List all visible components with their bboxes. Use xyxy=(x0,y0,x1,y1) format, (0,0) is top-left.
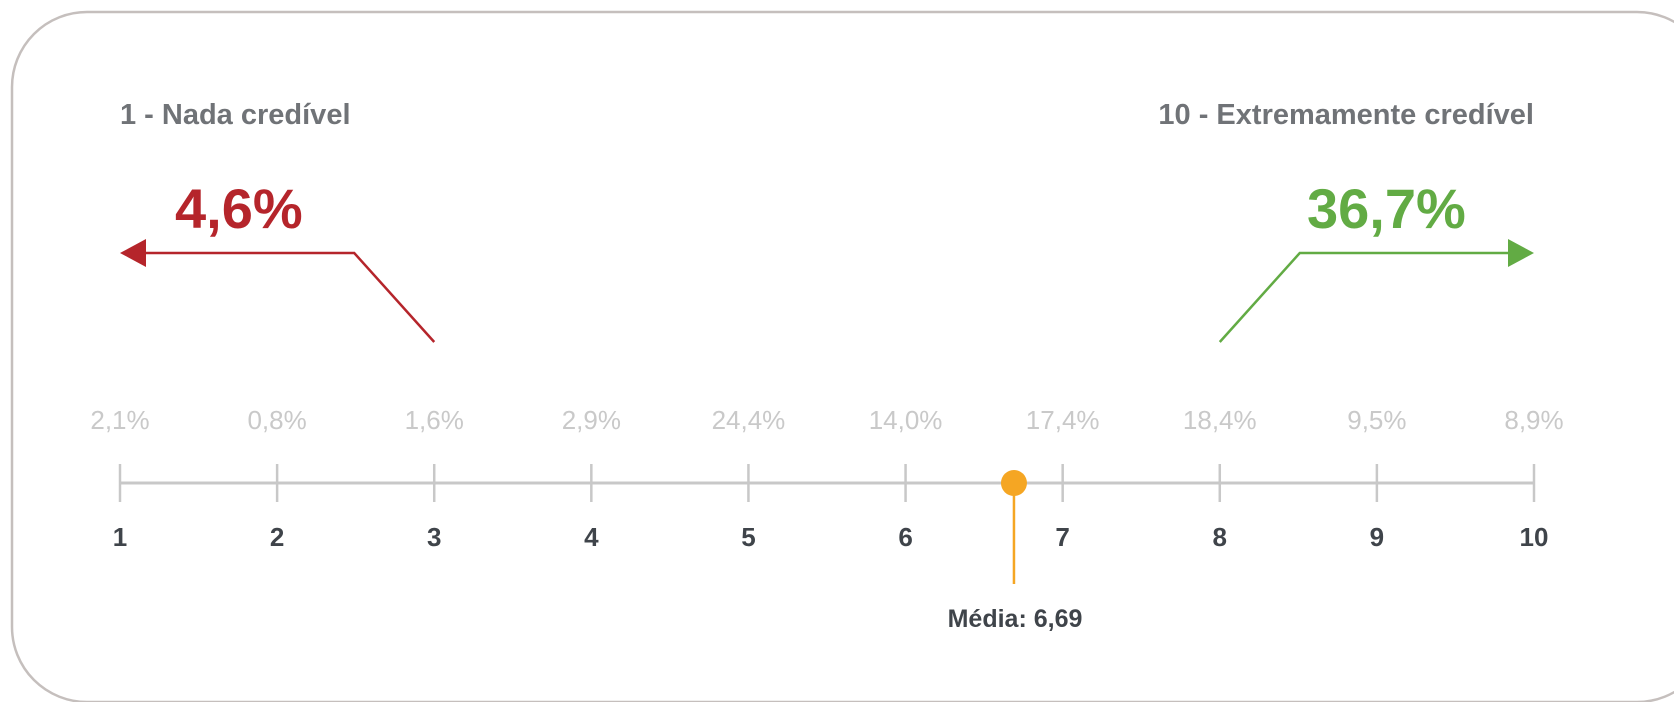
scale-tick-label: 9 xyxy=(1370,522,1384,552)
value-label: 8,9% xyxy=(1504,405,1563,435)
mean-label: Média: 6,69 xyxy=(948,605,1083,633)
scale-tick-label: 7 xyxy=(1055,522,1069,552)
scale-tick-label: 10 xyxy=(1520,522,1549,552)
value-label: 1,6% xyxy=(405,405,464,435)
right-end-label: 10 - Extremamente credível xyxy=(1158,99,1534,131)
mean-marker-dot xyxy=(1000,470,1027,496)
value-label: 2,1% xyxy=(90,405,149,435)
low-share-label: 4,6% xyxy=(175,177,303,240)
scale-tick-label: 2 xyxy=(270,522,284,552)
scale-tick-label: 1 xyxy=(113,522,127,552)
chart-marks: 1 2,1% 2 0,8% 3 1,6% 4 2,9% 5 24,4% 6 14,0% 7 17,4% 8 1… xyxy=(90,239,1564,584)
value-label: 18,4% xyxy=(1183,405,1257,435)
value-label: 17,4% xyxy=(1026,405,1100,435)
scale-tick-label: 8 xyxy=(1213,522,1227,552)
value-label: 9,5% xyxy=(1347,405,1406,435)
high-arrow-line xyxy=(1218,251,1512,343)
left-end-label: 1 - Nada credível xyxy=(120,99,351,131)
scale-tick-label: 6 xyxy=(898,522,912,552)
low-arrow-line xyxy=(142,251,436,343)
value-label: 14,0% xyxy=(869,405,943,435)
scale-tick-label: 5 xyxy=(741,522,755,552)
value-label: 24,4% xyxy=(712,405,786,435)
low-arrow-head xyxy=(120,239,146,267)
high-arrow-head xyxy=(1508,239,1534,267)
high-share-label: 36,7% xyxy=(1307,177,1466,240)
value-label: 2,9% xyxy=(562,405,621,435)
scale-tick-label: 4 xyxy=(584,522,599,552)
scale-tick-label: 3 xyxy=(427,522,441,552)
value-label: 0,8% xyxy=(247,405,306,435)
